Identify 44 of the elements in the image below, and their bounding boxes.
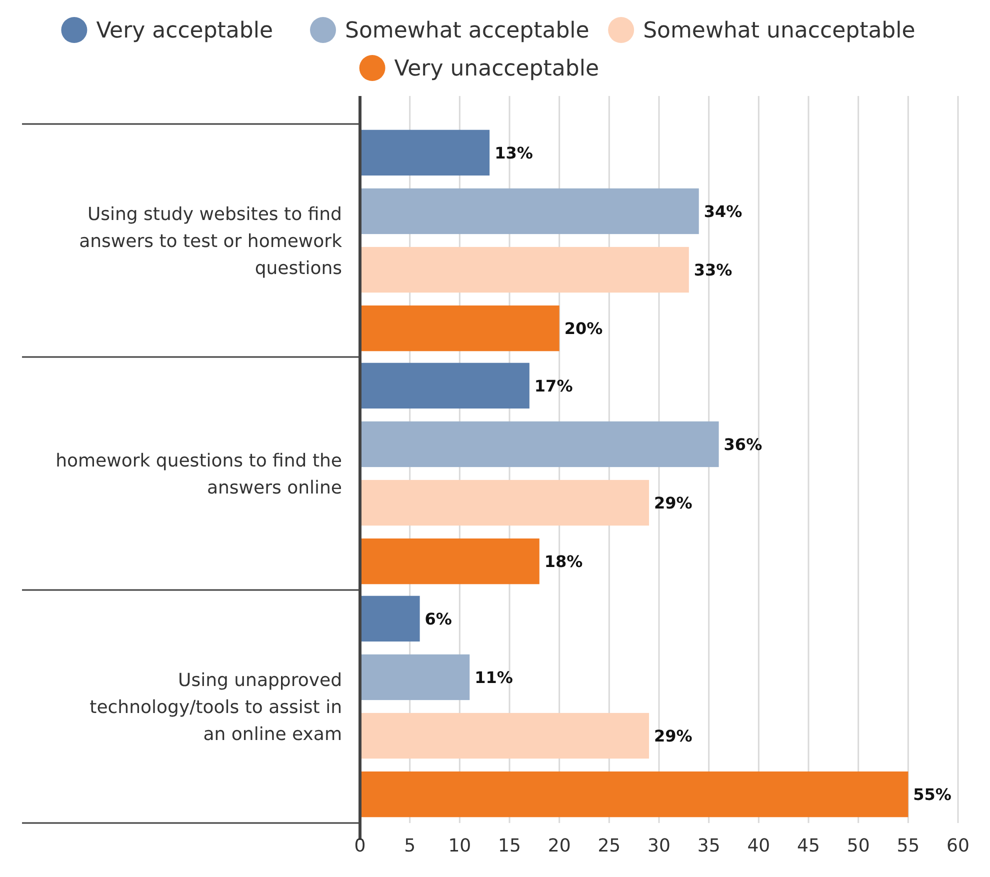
- x-tick-label: 55: [896, 835, 920, 856]
- data-label: 55%: [913, 784, 952, 804]
- x-tick-label: 50: [846, 835, 870, 856]
- x-tick-label: 15: [498, 835, 521, 856]
- data-label: 6%: [424, 609, 452, 628]
- data-label: 13%: [494, 143, 533, 162]
- x-tick-label: 45: [797, 835, 820, 856]
- y-tick-label: homework questions to find the answers online: [56, 450, 342, 498]
- x-tick-label: 0: [354, 835, 366, 856]
- x-tick-label: 5: [404, 835, 416, 856]
- data-label: 17%: [534, 376, 573, 396]
- bar: [360, 712, 650, 759]
- legend-label: Very unacceptable: [394, 56, 599, 82]
- data-label: 18%: [544, 552, 583, 571]
- legend-label: Somewhat unacceptable: [643, 18, 916, 44]
- bar: [360, 188, 699, 234]
- y-tick-label: Using unapproved technology/tools to assist in an online exam: [90, 670, 342, 745]
- x-tick-label: 20: [548, 835, 571, 856]
- bar: [360, 596, 420, 642]
- legend-label: Very acceptable: [96, 18, 274, 44]
- x-tick-label: 40: [747, 835, 770, 856]
- bar: [360, 654, 470, 700]
- bar: [360, 130, 490, 176]
- bar: [360, 480, 650, 526]
- data-label: 11%: [474, 668, 513, 687]
- x-tick-label: 35: [697, 835, 720, 856]
- bar: [360, 246, 689, 293]
- y-tick-label: Using study websites to find answers to test or homework questions: [79, 204, 343, 279]
- x-tick-label: 10: [448, 835, 472, 856]
- bar: [360, 305, 560, 352]
- data-label: 29%: [654, 726, 692, 746]
- x-tick-label: 25: [598, 835, 621, 856]
- bar: [360, 362, 530, 409]
- bar: [360, 421, 719, 468]
- data-label: 20%: [564, 318, 603, 338]
- data-label: 33%: [694, 260, 732, 280]
- x-tick-label: 30: [648, 835, 670, 856]
- data-label: 29%: [654, 493, 692, 512]
- legend-label: Somewhat acceptable: [345, 18, 590, 44]
- data-label: 34%: [704, 202, 742, 221]
- x-tick-label: 60: [946, 835, 970, 856]
- bar: [360, 771, 908, 818]
- bar: [360, 538, 540, 584]
- data-label: 36%: [724, 434, 762, 454]
